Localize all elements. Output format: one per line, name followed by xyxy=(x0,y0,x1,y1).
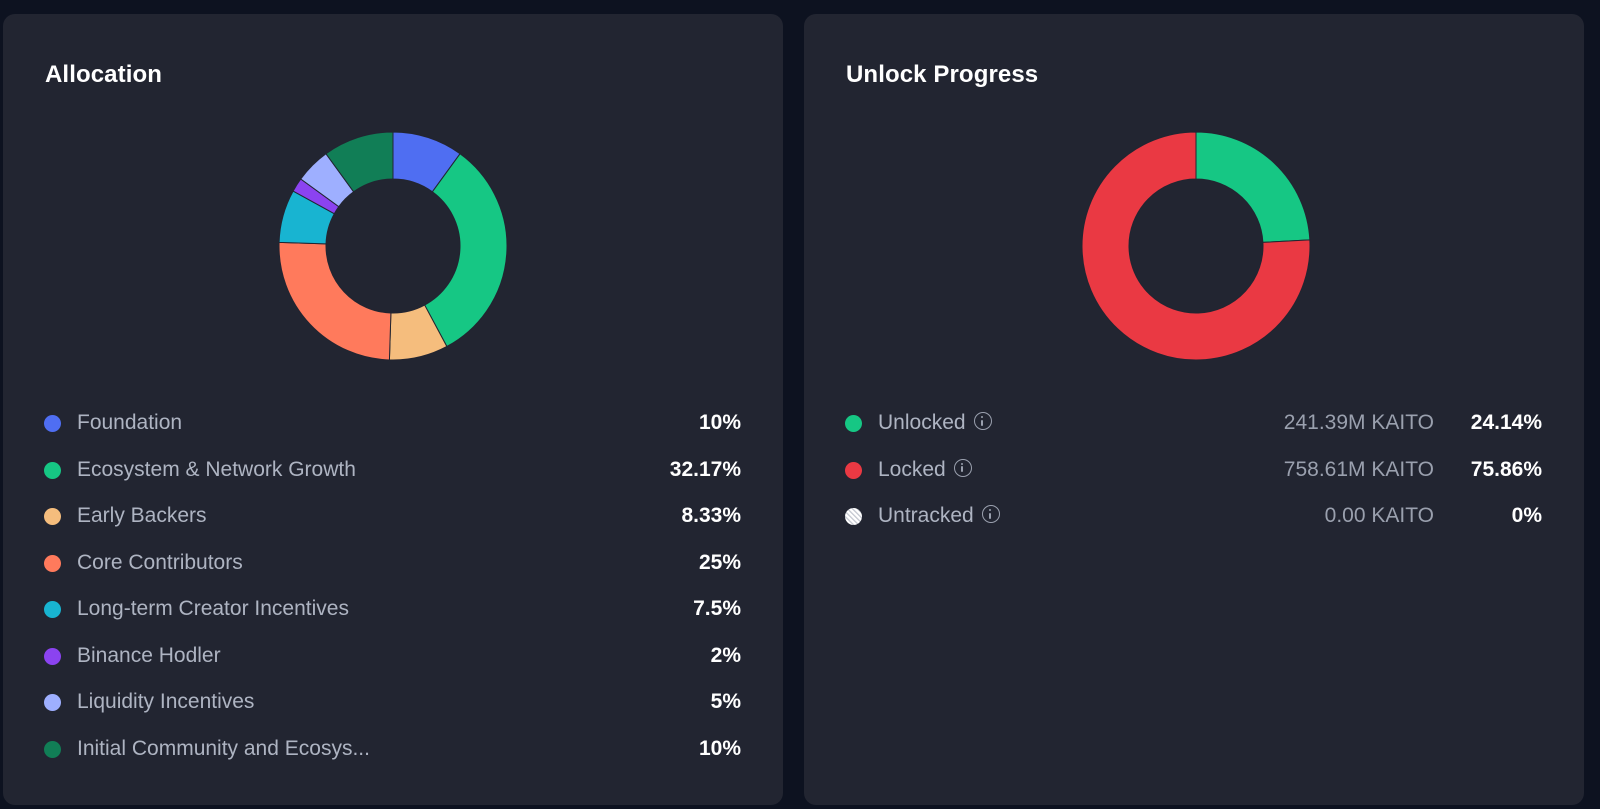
legend-row-liquidity-incentives[interactable]: Liquidity Incentives 5% xyxy=(44,686,741,733)
legend-row-unlocked[interactable]: Unlocked 241.39M KAITO 24.14% xyxy=(845,407,1542,454)
legend-percent: 7.5% xyxy=(693,597,741,620)
legend-percent: 32.17% xyxy=(669,457,741,481)
legend-row-initial-community[interactable]: Initial Community and Ecosys... 10% xyxy=(44,733,741,780)
legend-percent: 25% xyxy=(698,550,741,574)
legend-dot xyxy=(845,461,862,479)
allocation-slice-4[interactable] xyxy=(278,241,392,361)
unlock-donut-chart xyxy=(1081,131,1311,361)
info-icon[interactable] xyxy=(973,412,992,430)
allocation-card: Allocation Foundation 10% Ecosystem & Ne… xyxy=(3,14,783,805)
legend-label-text: Unlocked xyxy=(878,411,966,434)
legend-percent: 5% xyxy=(710,690,741,713)
legend-row-long-term-creator-incentives[interactable]: Long-term Creator Incentives 7.5% xyxy=(44,593,741,640)
allocation-donut-chart xyxy=(278,131,508,361)
legend-label: Ecosystem & Network Growth xyxy=(77,457,356,481)
legend-label: Binance Hodler xyxy=(77,643,221,667)
legend-amount: 0.00 KAITO xyxy=(1324,504,1434,527)
allocation-legend: Foundation 10% Ecosystem & Network Growt… xyxy=(44,407,741,779)
unlock-progress-title: Unlock Progress xyxy=(846,61,1039,88)
legend-label: Untracked xyxy=(878,500,1000,532)
legend-row-foundation[interactable]: Foundation 10% xyxy=(44,407,741,454)
legend-label: Initial Community and Ecosys... xyxy=(77,736,370,760)
unlock-legend: Unlocked 241.39M KAITO 24.14% Locked 758… xyxy=(845,407,1542,547)
legend-dot xyxy=(44,554,61,572)
legend-row-ecosystem-network-growth[interactable]: Ecosystem & Network Growth 32.17% xyxy=(44,454,741,501)
legend-dot xyxy=(44,647,61,665)
unlock-progress-card: Unlock Progress Unlocked 241.39M KAITO 2… xyxy=(804,14,1584,805)
allocation-title: Allocation xyxy=(45,61,163,88)
legend-dot xyxy=(44,694,61,711)
legend-percent: 0% xyxy=(1511,504,1542,527)
allocation-slice-8[interactable] xyxy=(325,131,394,193)
legend-percent: 8.33% xyxy=(681,504,741,527)
legend-amount: 758.61M KAITO xyxy=(1283,457,1434,481)
legend-label-text: Untracked xyxy=(878,504,974,527)
allocation-slice-2[interactable] xyxy=(423,153,508,348)
legend-amount: 241.39M KAITO xyxy=(1283,411,1434,434)
legend-percent: 2% xyxy=(710,643,741,667)
legend-percent: 10% xyxy=(698,411,741,434)
legend-dot xyxy=(845,508,862,525)
legend-percent: 10% xyxy=(698,736,741,760)
legend-label: Foundation xyxy=(77,411,183,434)
legend-row-core-contributors[interactable]: Core Contributors 25% xyxy=(44,547,741,594)
legend-row-untracked[interactable]: Untracked 0.00 KAITO 0% xyxy=(845,500,1542,547)
legend-dot xyxy=(44,508,61,525)
legend-label: Early Backers xyxy=(77,504,207,527)
legend-dot xyxy=(44,461,61,479)
legend-dot xyxy=(44,415,61,432)
unlock-slice-1[interactable] xyxy=(1195,131,1311,243)
legend-row-locked[interactable]: Locked 758.61M KAITO 75.86% xyxy=(845,454,1542,501)
legend-label: Liquidity Incentives xyxy=(77,690,255,713)
legend-label: Locked xyxy=(878,454,972,486)
legend-dot xyxy=(44,740,61,758)
info-icon[interactable] xyxy=(953,458,972,477)
legend-percent: 24.14% xyxy=(1470,411,1542,434)
legend-row-early-backers[interactable]: Early Backers 8.33% xyxy=(44,500,741,547)
legend-label: Core Contributors xyxy=(77,550,243,574)
legend-label: Long-term Creator Incentives xyxy=(77,597,349,620)
legend-dot xyxy=(845,415,862,432)
info-icon[interactable] xyxy=(981,505,1000,523)
legend-label: Unlocked xyxy=(878,407,992,439)
legend-label-text: Locked xyxy=(878,457,946,481)
legend-percent: 75.86% xyxy=(1470,457,1542,481)
unlock-slice-2[interactable] xyxy=(1081,131,1311,361)
legend-dot xyxy=(44,601,61,618)
legend-row-binance-hodler[interactable]: Binance Hodler 2% xyxy=(44,640,741,687)
